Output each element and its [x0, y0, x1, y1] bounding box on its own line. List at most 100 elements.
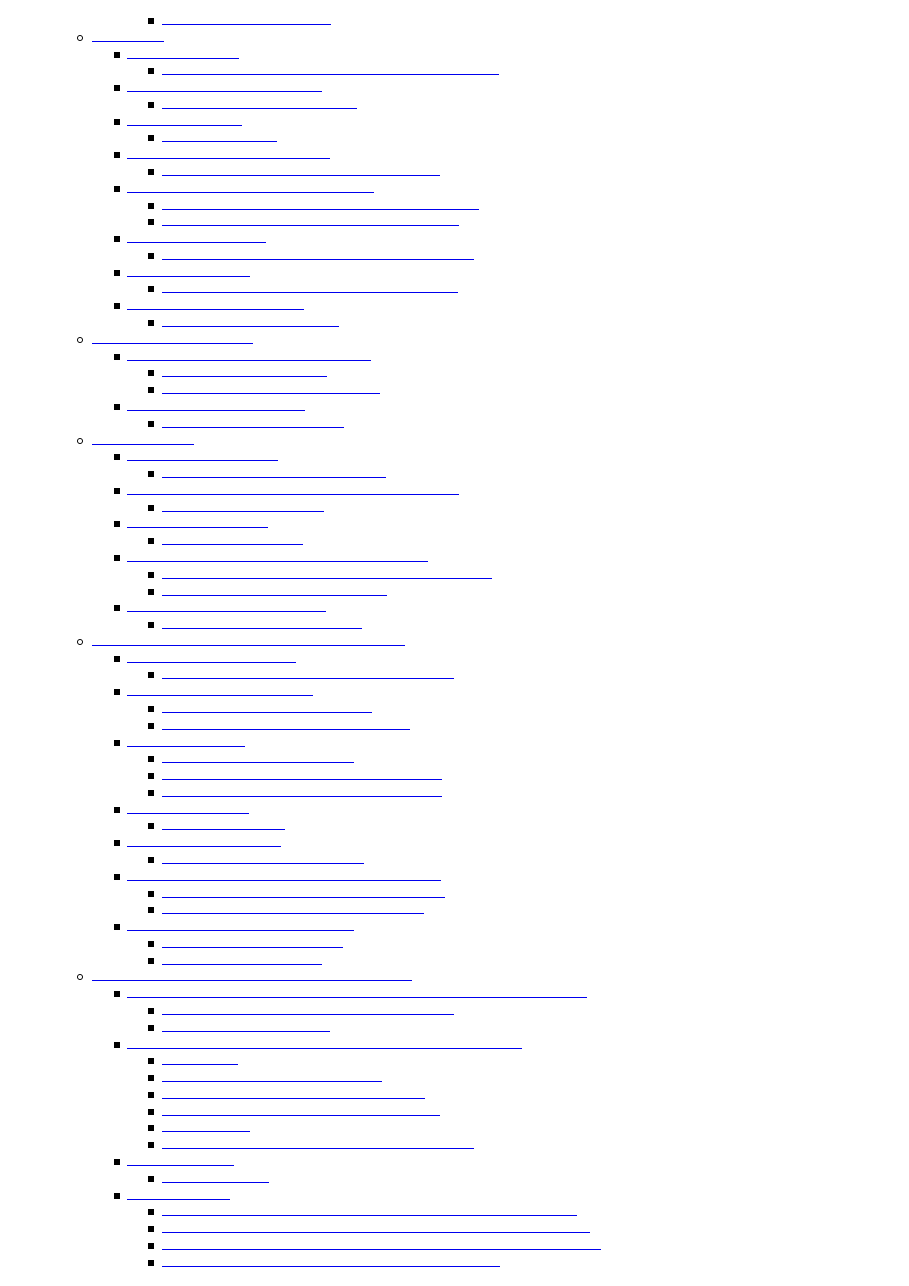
- list-link[interactable]: [162, 544, 303, 546]
- list-link[interactable]: [162, 762, 354, 764]
- list-link[interactable]: [127, 527, 268, 529]
- list-link[interactable]: [127, 309, 304, 311]
- square-bullet-icon: [148, 722, 154, 729]
- list-link[interactable]: [127, 879, 441, 881]
- list-link[interactable]: [162, 1081, 382, 1083]
- list-link[interactable]: [162, 175, 440, 177]
- list-link[interactable]: [127, 460, 278, 462]
- list-link[interactable]: [162, 829, 285, 831]
- list-link[interactable]: [162, 594, 387, 596]
- list-link[interactable]: [127, 275, 250, 277]
- list-link[interactable]: [162, 913, 424, 915]
- list-link[interactable]: [162, 208, 479, 210]
- list-link[interactable]: [162, 711, 372, 713]
- list-link[interactable]: [162, 1097, 425, 1099]
- list-link[interactable]: [162, 1064, 238, 1066]
- square-bullet-icon: [148, 1108, 154, 1115]
- list-link[interactable]: [127, 359, 371, 361]
- list-link[interactable]: [127, 812, 249, 814]
- list-link[interactable]: [162, 141, 277, 143]
- list-link[interactable]: [127, 124, 242, 126]
- list-link[interactable]: [127, 560, 428, 562]
- list-link[interactable]: [162, 510, 324, 512]
- list-link[interactable]: [162, 74, 499, 76]
- square-bullet-icon: [114, 51, 120, 58]
- list-link[interactable]: [162, 628, 362, 630]
- list-link[interactable]: [162, 1030, 330, 1032]
- list-link[interactable]: [127, 493, 459, 495]
- list-link[interactable]: [162, 795, 442, 797]
- list-link[interactable]: [127, 661, 296, 663]
- square-bullet-icon: [148, 471, 154, 478]
- list-link[interactable]: [162, 1248, 601, 1250]
- square-bullet-icon: [114, 873, 120, 880]
- list-link[interactable]: [162, 577, 492, 579]
- list-link[interactable]: [92, 644, 405, 646]
- square-bullet-icon: [114, 236, 120, 243]
- list-link[interactable]: [162, 107, 357, 109]
- list-link[interactable]: [162, 1114, 440, 1116]
- list-link[interactable]: [127, 191, 374, 193]
- list-link[interactable]: [127, 57, 239, 59]
- circle-bullet-icon: [77, 974, 83, 981]
- list-link[interactable]: [162, 863, 364, 864]
- list-link[interactable]: [162, 258, 474, 260]
- list-link[interactable]: [162, 393, 380, 395]
- list-link[interactable]: [162, 326, 339, 328]
- list-link[interactable]: [92, 980, 412, 982]
- list-link[interactable]: [127, 409, 305, 411]
- list-link[interactable]: [127, 846, 281, 848]
- square-bullet-icon: [148, 101, 154, 108]
- list-link[interactable]: [162, 292, 458, 294]
- list-link[interactable]: [127, 158, 330, 160]
- square-bullet-icon: [148, 202, 154, 209]
- circle-bullet-icon: [77, 336, 83, 343]
- list-link[interactable]: [162, 728, 410, 730]
- square-bullet-icon: [114, 1192, 120, 1199]
- list-link[interactable]: [127, 745, 245, 747]
- list-link[interactable]: [162, 1215, 577, 1217]
- square-bullet-icon: [114, 554, 120, 561]
- list-link[interactable]: [162, 225, 459, 227]
- list-link[interactable]: [162, 678, 454, 680]
- list-link[interactable]: [127, 611, 326, 613]
- list-link[interactable]: [162, 1014, 454, 1016]
- square-bullet-icon: [148, 907, 154, 914]
- list-link[interactable]: [127, 91, 322, 93]
- list-link[interactable]: [127, 1165, 234, 1167]
- list-link[interactable]: [127, 1198, 230, 1200]
- list-link[interactable]: [162, 24, 331, 25]
- square-bullet-icon: [148, 1259, 154, 1266]
- list-link[interactable]: [92, 342, 253, 344]
- list-link[interactable]: [162, 1181, 269, 1183]
- list-link[interactable]: [162, 963, 322, 965]
- list-link[interactable]: [92, 40, 164, 42]
- square-bullet-icon: [148, 320, 154, 327]
- list-link[interactable]: [162, 477, 386, 479]
- square-bullet-icon: [114, 353, 120, 360]
- square-bullet-icon: [148, 18, 154, 24]
- list-link[interactable]: [162, 1148, 474, 1150]
- square-bullet-icon: [148, 1075, 154, 1082]
- list-link[interactable]: [162, 896, 445, 898]
- list-link[interactable]: [127, 242, 266, 244]
- list-link[interactable]: [92, 443, 194, 445]
- list-link[interactable]: [162, 946, 343, 948]
- list-link[interactable]: [162, 426, 344, 428]
- list-link[interactable]: [162, 376, 327, 378]
- square-bullet-icon: [114, 806, 120, 813]
- square-bullet-icon: [148, 705, 154, 712]
- square-bullet-icon: [148, 773, 154, 780]
- list-link[interactable]: [162, 779, 442, 781]
- list-link[interactable]: [162, 1232, 590, 1234]
- list-link[interactable]: [162, 1131, 250, 1133]
- list-link[interactable]: [127, 695, 313, 697]
- square-bullet-icon: [114, 991, 120, 998]
- square-bullet-icon: [114, 924, 120, 931]
- list-link[interactable]: [162, 1265, 500, 1267]
- list-link[interactable]: [127, 930, 354, 932]
- square-bullet-icon: [148, 823, 154, 830]
- list-link[interactable]: [127, 1047, 522, 1049]
- list-link[interactable]: [127, 997, 587, 999]
- square-bullet-icon: [148, 940, 154, 947]
